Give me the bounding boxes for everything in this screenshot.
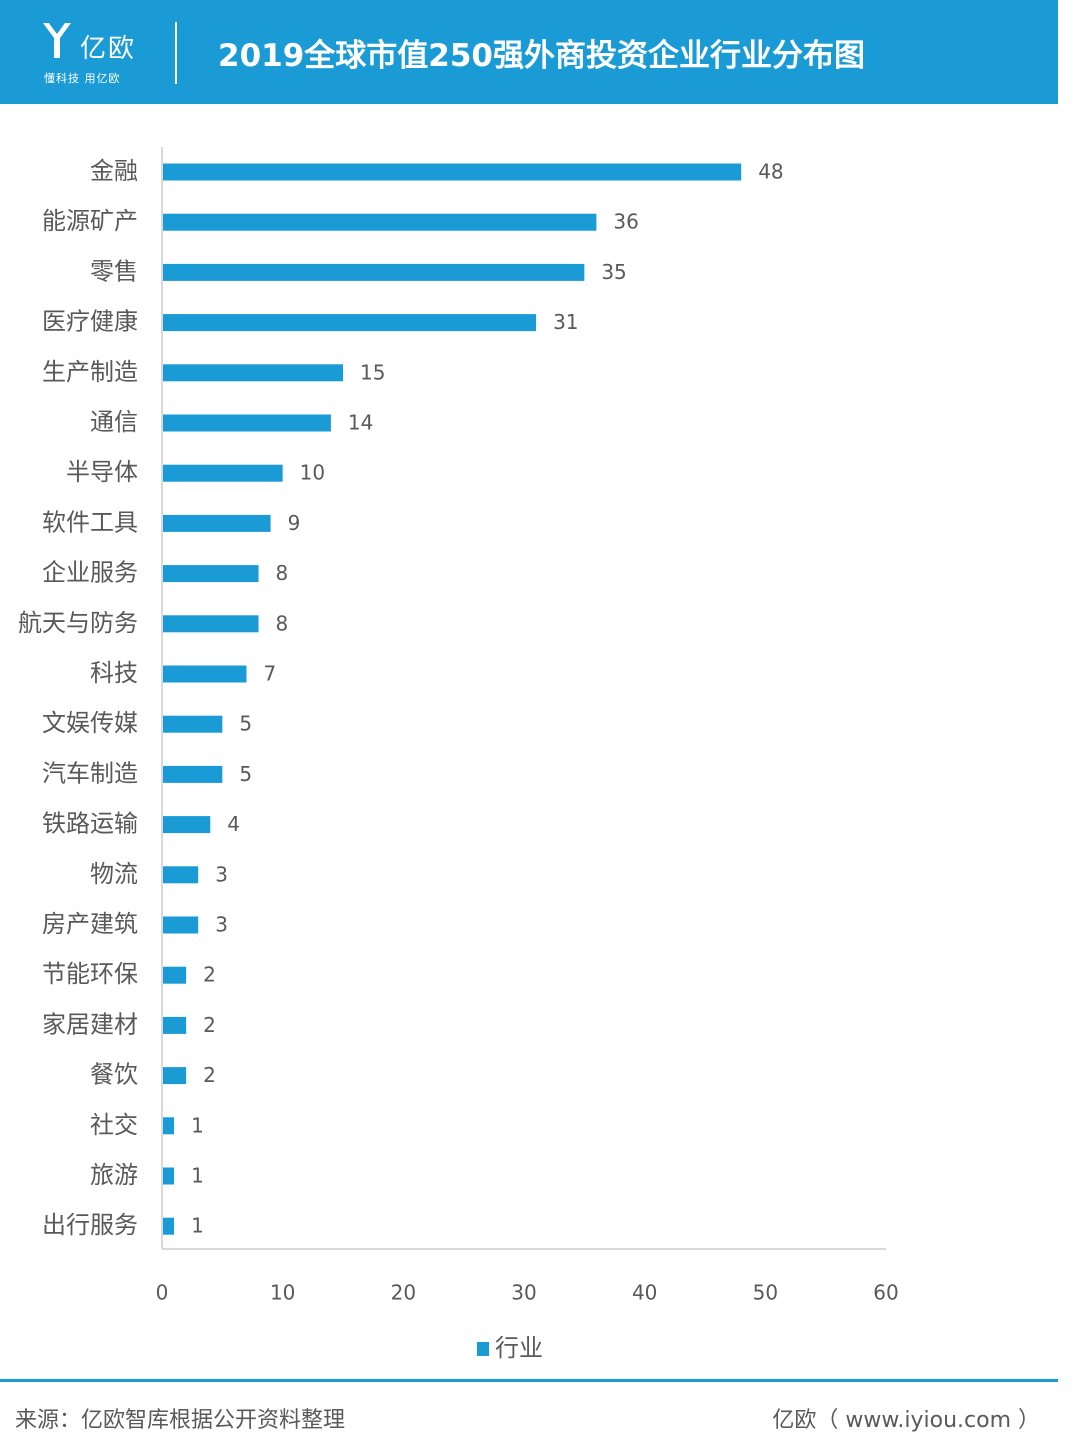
bar <box>162 966 187 984</box>
brand-name: 亿欧 <box>80 34 137 64</box>
data-label: 9 <box>288 511 301 535</box>
bar <box>162 1016 187 1034</box>
category-label: 铁路运输 <box>42 810 138 838</box>
bar <box>162 866 199 884</box>
bar <box>162 715 223 733</box>
data-label: 2 <box>203 1063 216 1087</box>
category-label: 家居建材 <box>42 1010 138 1038</box>
bar <box>162 1167 175 1185</box>
bar <box>162 665 247 683</box>
bar <box>162 364 343 382</box>
category-label: 餐饮 <box>90 1061 138 1089</box>
bar <box>162 163 742 181</box>
data-label: 36 <box>613 210 638 234</box>
header-divider <box>175 22 177 84</box>
data-label: 1 <box>191 1113 204 1137</box>
data-label: 31 <box>553 310 578 334</box>
bar <box>162 1067 187 1085</box>
header-banner: 亿欧 懂科技 用亿欧 2019全球市值250强外商投资企业行业分布图 <box>0 0 1058 104</box>
data-label: 14 <box>348 411 373 435</box>
x-tick-label: 40 <box>632 1281 657 1305</box>
data-label: 5 <box>239 712 252 736</box>
bar <box>162 314 537 332</box>
data-label: 7 <box>263 662 276 686</box>
bar <box>162 816 211 834</box>
x-tick-label: 10 <box>270 1281 295 1305</box>
x-tick-label: 60 <box>873 1281 898 1305</box>
category-label: 企业服务 <box>42 559 138 587</box>
footer-source: 来源：亿欧智库根据公开资料整理 <box>15 1408 346 1433</box>
category-label: 节能环保 <box>42 960 138 988</box>
bar <box>162 514 271 532</box>
category-label: 能源矿产 <box>42 207 138 235</box>
data-label: 15 <box>360 360 385 384</box>
x-tick-label: 50 <box>753 1281 778 1305</box>
category-label: 软件工具 <box>42 508 138 536</box>
category-label: 社交 <box>90 1111 138 1139</box>
bar <box>162 263 585 281</box>
category-label: 零售 <box>90 257 138 285</box>
brand-logo: 亿欧 懂科技 用亿欧 <box>40 20 140 90</box>
category-label: 科技 <box>90 659 138 687</box>
data-label: 5 <box>239 762 252 786</box>
bar <box>162 916 199 934</box>
category-label: 物流 <box>90 860 138 888</box>
bar <box>162 414 331 432</box>
brand-logo-mark-icon <box>43 22 71 58</box>
data-label: 1 <box>191 1164 204 1188</box>
footer-site: 亿欧（ www.iyiou.com ） <box>772 1408 1040 1433</box>
category-label: 航天与防务 <box>18 609 138 637</box>
data-label: 10 <box>300 461 325 485</box>
x-tick-label: 20 <box>391 1281 416 1305</box>
legend-label: 行业 <box>495 1334 543 1362</box>
category-label: 通信 <box>90 408 138 436</box>
category-label: 医疗健康 <box>42 308 138 336</box>
data-label: 3 <box>215 862 228 886</box>
bar <box>162 765 223 783</box>
bar <box>162 213 597 231</box>
brand-tagline: 懂科技 用亿欧 <box>44 72 121 85</box>
category-label: 文娱传媒 <box>42 709 138 737</box>
data-label: 3 <box>215 913 228 937</box>
data-label: 8 <box>276 561 289 585</box>
category-label: 汽车制造 <box>42 759 138 787</box>
data-label: 1 <box>191 1214 204 1238</box>
data-label: 8 <box>276 611 289 635</box>
category-label: 金融 <box>90 157 138 185</box>
bar <box>162 565 259 583</box>
footer-divider <box>0 1379 1058 1382</box>
data-label: 4 <box>227 812 240 836</box>
category-label: 半导体 <box>66 458 138 486</box>
bar <box>162 1117 175 1135</box>
data-label: 35 <box>601 260 626 284</box>
category-label: 旅游 <box>90 1161 138 1189</box>
data-label: 48 <box>758 160 783 184</box>
category-label: 房产建筑 <box>42 910 138 938</box>
data-label: 2 <box>203 963 216 987</box>
bar <box>162 464 283 482</box>
x-tick-label: 30 <box>511 1281 536 1305</box>
category-label: 生产制造 <box>42 358 138 386</box>
chart-title: 2019全球市值250强外商投资企业行业分布图 <box>218 38 865 74</box>
category-label: 出行服务 <box>42 1211 138 1239</box>
bar <box>162 615 259 633</box>
bar <box>162 1217 175 1235</box>
legend-swatch <box>477 1342 489 1356</box>
x-tick-label: 0 <box>156 1281 169 1305</box>
data-label: 2 <box>203 1013 216 1037</box>
